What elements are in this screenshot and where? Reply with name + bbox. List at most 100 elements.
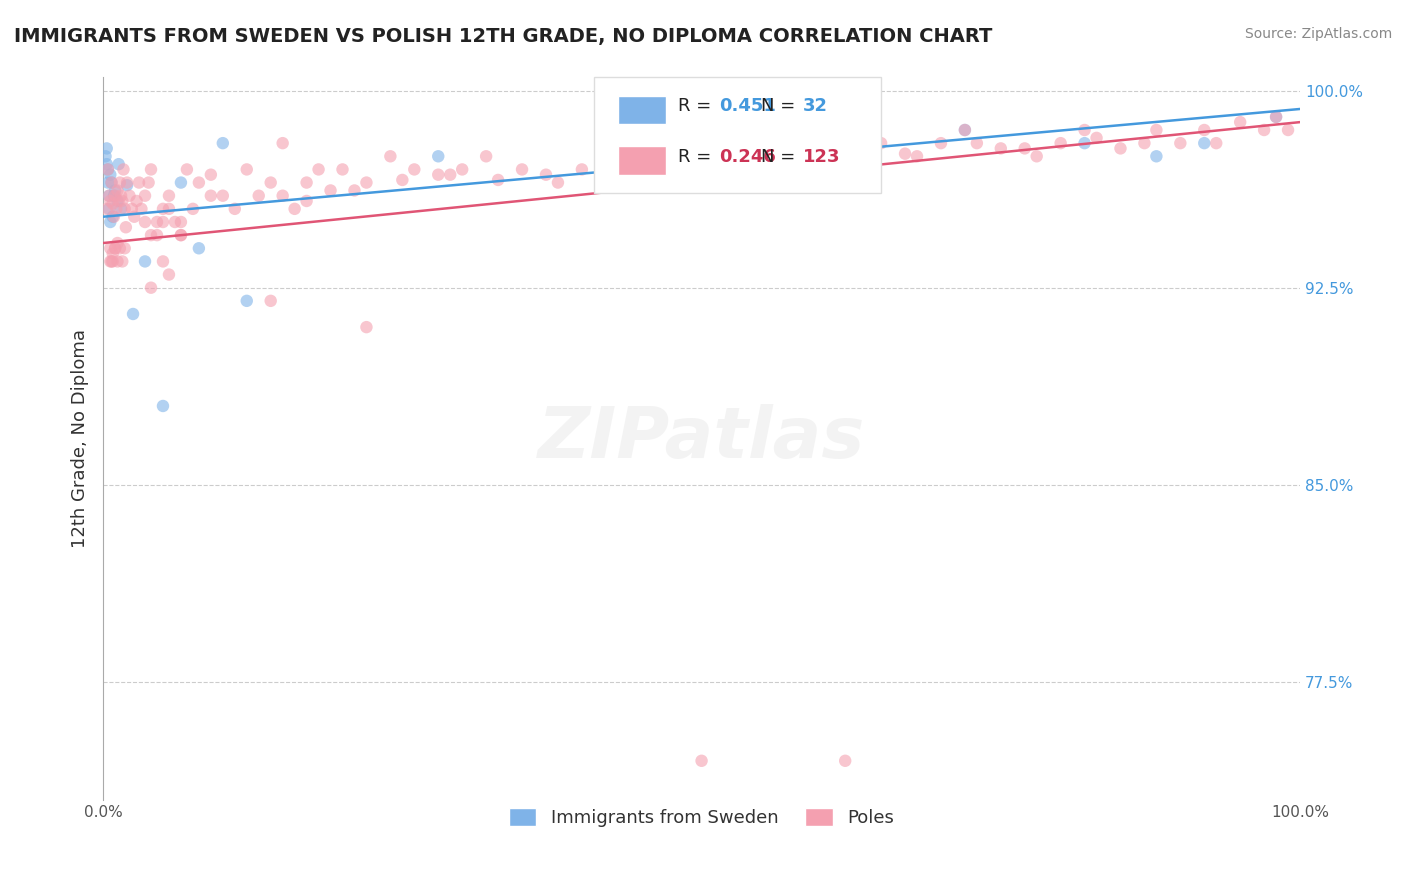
Point bbox=[100, 254, 122, 268]
Point bbox=[131, 202, 153, 216]
Point bbox=[666, 136, 689, 150]
Point bbox=[98, 188, 121, 202]
Point bbox=[284, 202, 307, 216]
Point bbox=[1073, 136, 1095, 150]
Point bbox=[115, 178, 138, 193]
Point bbox=[107, 184, 129, 198]
Point bbox=[139, 228, 162, 243]
Point bbox=[966, 136, 988, 150]
Point bbox=[108, 176, 131, 190]
Point bbox=[439, 168, 461, 182]
Point bbox=[96, 141, 118, 155]
Point bbox=[1014, 141, 1036, 155]
Point bbox=[295, 176, 318, 190]
Point bbox=[1025, 149, 1047, 163]
Point bbox=[990, 141, 1012, 155]
Text: R =: R = bbox=[678, 148, 717, 166]
Point bbox=[98, 254, 121, 268]
Text: R =: R = bbox=[678, 97, 717, 115]
Point bbox=[1265, 110, 1288, 124]
FancyBboxPatch shape bbox=[617, 146, 665, 175]
Point bbox=[157, 188, 180, 202]
Point bbox=[211, 136, 233, 150]
Point bbox=[98, 194, 121, 208]
Point bbox=[211, 188, 233, 202]
Point bbox=[115, 176, 138, 190]
Point bbox=[356, 320, 378, 334]
Point bbox=[1229, 115, 1251, 129]
Text: 32: 32 bbox=[803, 97, 828, 115]
Point bbox=[101, 196, 124, 211]
Point bbox=[953, 123, 976, 137]
Point bbox=[1253, 123, 1275, 137]
Point bbox=[152, 254, 174, 268]
Point bbox=[1168, 136, 1191, 150]
Point bbox=[101, 210, 124, 224]
Point bbox=[1144, 149, 1167, 163]
Point bbox=[870, 136, 893, 150]
Point bbox=[236, 293, 259, 308]
Point bbox=[107, 194, 129, 208]
Point bbox=[187, 176, 209, 190]
Point bbox=[834, 149, 856, 163]
Text: 0.451: 0.451 bbox=[720, 97, 776, 115]
Point bbox=[176, 162, 198, 177]
Point bbox=[690, 754, 713, 768]
Point bbox=[714, 152, 737, 166]
Point bbox=[571, 162, 593, 177]
Point bbox=[110, 188, 132, 202]
Point bbox=[775, 152, 797, 166]
Text: Source: ZipAtlas.com: Source: ZipAtlas.com bbox=[1244, 27, 1392, 41]
Point bbox=[115, 220, 138, 235]
Point bbox=[260, 293, 283, 308]
Point bbox=[380, 149, 402, 163]
Point bbox=[94, 149, 117, 163]
Point bbox=[157, 202, 180, 216]
Point bbox=[606, 157, 628, 171]
Point bbox=[101, 254, 124, 268]
Point bbox=[98, 241, 121, 255]
Y-axis label: 12th Grade, No Diploma: 12th Grade, No Diploma bbox=[72, 329, 89, 549]
Text: 123: 123 bbox=[803, 148, 841, 166]
Point bbox=[929, 136, 952, 150]
Point bbox=[200, 168, 222, 182]
Text: N =: N = bbox=[762, 97, 801, 115]
Point bbox=[100, 176, 122, 190]
Point bbox=[224, 202, 246, 216]
Point bbox=[104, 184, 127, 198]
Point bbox=[122, 210, 145, 224]
Point bbox=[104, 241, 127, 255]
Point bbox=[138, 176, 160, 190]
Point bbox=[271, 136, 294, 150]
Point bbox=[97, 162, 120, 177]
Point bbox=[404, 162, 426, 177]
Point bbox=[1277, 123, 1299, 137]
Point bbox=[98, 168, 121, 182]
Point bbox=[308, 162, 330, 177]
Point bbox=[139, 281, 162, 295]
Point bbox=[170, 228, 193, 243]
Point bbox=[894, 146, 917, 161]
Point bbox=[475, 149, 498, 163]
Point bbox=[187, 241, 209, 255]
Point bbox=[108, 241, 131, 255]
Point bbox=[152, 399, 174, 413]
Point bbox=[846, 141, 869, 155]
Point bbox=[134, 215, 156, 229]
Text: ZIPatlas: ZIPatlas bbox=[538, 404, 865, 474]
Point bbox=[134, 254, 156, 268]
Point bbox=[1265, 110, 1288, 124]
Point bbox=[690, 149, 713, 163]
Point bbox=[107, 157, 129, 171]
Point bbox=[200, 188, 222, 202]
Point bbox=[105, 202, 128, 216]
Point bbox=[1144, 123, 1167, 137]
Point bbox=[125, 194, 148, 208]
Point bbox=[1205, 136, 1227, 150]
Point bbox=[107, 235, 129, 250]
Point bbox=[104, 188, 127, 202]
Point bbox=[98, 202, 121, 216]
Point bbox=[427, 149, 450, 163]
Point bbox=[114, 241, 136, 255]
Point bbox=[834, 149, 856, 163]
